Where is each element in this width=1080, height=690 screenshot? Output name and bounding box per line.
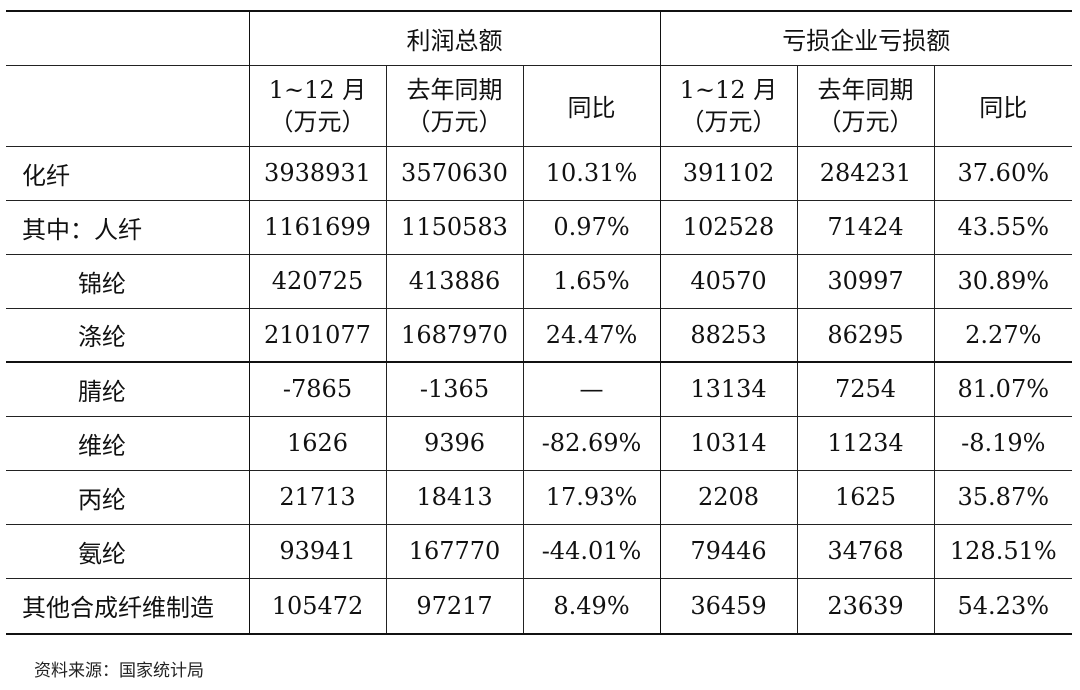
profit-current: -7865 [248,361,386,416]
row-label: 氨纶 [6,523,249,578]
row-label: 丙纶 [6,469,249,524]
loss-last-year: 11234 [796,415,935,470]
profit-yoy: 24.47% [522,307,661,362]
profit-yoy: 0.97% [522,199,661,254]
profit-yoy: — [522,361,661,416]
loss-last-year: 34768 [796,523,935,578]
row-label: 化纤 [6,145,249,200]
row-label: 涤纶 [6,307,249,362]
unit-label: （万元） [269,107,366,136]
loss-yoy: 2.27% [933,307,1073,362]
profit-current: 1626 [248,415,386,470]
profit-last-year: 18413 [385,469,523,524]
loss-yoy-header: 同比 [933,64,1073,146]
profit-yoy: -82.69% [522,415,661,470]
profit-period-header: 1~12 月 （万元） [248,64,386,146]
table-row: 其中：人纤 1161699 1150583 0.97% 102528 71424… [6,199,1073,254]
loss-last-year: 7254 [796,361,935,416]
loss-last-year: 30997 [796,253,935,308]
profit-current: 21713 [248,469,386,524]
profit-last-year: -1365 [385,361,523,416]
table-row: 化纤 3938931 3570630 10.31% 391102 284231 … [6,145,1073,200]
loss-last-year: 284231 [796,145,935,200]
profit-current: 1161699 [248,199,386,254]
loss-period-header: 1~12 月 （万元） [659,64,798,146]
loss-yoy: 128.51% [933,523,1073,578]
corner-cell-2 [6,64,249,146]
row-label: 维纶 [6,415,249,470]
loss-current: 2208 [659,469,798,524]
loss-last-year-header: 去年同期 （万元） [796,64,935,146]
period-label: 1~12 月 [679,75,778,104]
group-header-row: 利润总额 亏损企业亏损额 [6,10,1073,65]
unit-label: （万元） [817,107,914,136]
table-row: 腈纶 -7865 -1365 — 13134 7254 81.07% [6,361,1073,416]
loss-yoy: 81.07% [933,361,1073,416]
table-row: 涤纶 2101077 1687970 24.47% 88253 86295 2.… [6,307,1073,362]
loss-yoy: 43.55% [933,199,1073,254]
loss-last-year: 1625 [796,469,935,524]
loss-current: 79446 [659,523,798,578]
loss-yoy: 37.60% [933,145,1073,200]
profit-yoy: 10.31% [522,145,661,200]
fiber-profit-table: 利润总额 亏损企业亏损额 1~12 月 （万元） 去年同期 （万元） 同比 1~… [6,10,1073,635]
unit-label: （万元） [680,107,777,136]
profit-yoy: 8.49% [522,577,661,635]
table-row: 其他合成纤维制造 105472 97217 8.49% 36459 23639 … [6,577,1073,635]
loss-amount-header: 亏损企业亏损额 [659,10,1073,65]
table-row: 丙纶 21713 18413 17.93% 2208 1625 35.87% [6,469,1073,524]
table-row: 氨纶 93941 167770 -44.01% 79446 34768 128.… [6,523,1073,578]
profit-last-year: 9396 [385,415,523,470]
profit-yoy: 17.93% [522,469,661,524]
profit-total-header: 利润总额 [248,10,661,65]
profit-last-year-header: 去年同期 （万元） [385,64,523,146]
profit-current: 93941 [248,523,386,578]
profit-current: 2101077 [248,307,386,362]
corner-cell [6,10,249,65]
loss-current: 13134 [659,361,798,416]
last-year-label: 去年同期 [406,75,503,104]
sub-header-row: 1~12 月 （万元） 去年同期 （万元） 同比 1~12 月 （万元） 去年同… [6,64,1073,146]
loss-last-year: 71424 [796,199,935,254]
profit-last-year: 1687970 [385,307,523,362]
period-label: 1~12 月 [268,75,367,104]
row-label: 其他合成纤维制造 [6,577,249,635]
row-label: 腈纶 [6,361,249,416]
loss-yoy: -8.19% [933,415,1073,470]
table-row: 锦纶 420725 413886 1.65% 40570 30997 30.89… [6,253,1073,308]
source-note: 资料来源：国家统计局 [34,661,204,681]
profit-yoy-header: 同比 [522,64,661,146]
profit-yoy: -44.01% [522,523,661,578]
unit-label: （万元） [406,107,503,136]
loss-yoy: 35.87% [933,469,1073,524]
profit-current: 3938931 [248,145,386,200]
profit-last-year: 1150583 [385,199,523,254]
loss-current: 88253 [659,307,798,362]
loss-last-year: 23639 [796,577,935,635]
loss-current: 10314 [659,415,798,470]
row-label: 锦纶 [6,253,249,308]
loss-yoy: 54.23% [933,577,1073,635]
loss-current: 102528 [659,199,798,254]
profit-current: 105472 [248,577,386,635]
profit-last-year: 167770 [385,523,523,578]
row-label: 其中：人纤 [6,199,249,254]
last-year-label: 去年同期 [817,75,914,104]
table-row: 维纶 1626 9396 -82.69% 10314 11234 -8.19% [6,415,1073,470]
loss-yoy: 30.89% [933,253,1073,308]
profit-last-year: 413886 [385,253,523,308]
profit-yoy: 1.65% [522,253,661,308]
profit-last-year: 3570630 [385,145,523,200]
loss-last-year: 86295 [796,307,935,362]
loss-current: 391102 [659,145,798,200]
profit-current: 420725 [248,253,386,308]
profit-last-year: 97217 [385,577,523,635]
loss-current: 40570 [659,253,798,308]
loss-current: 36459 [659,577,798,635]
